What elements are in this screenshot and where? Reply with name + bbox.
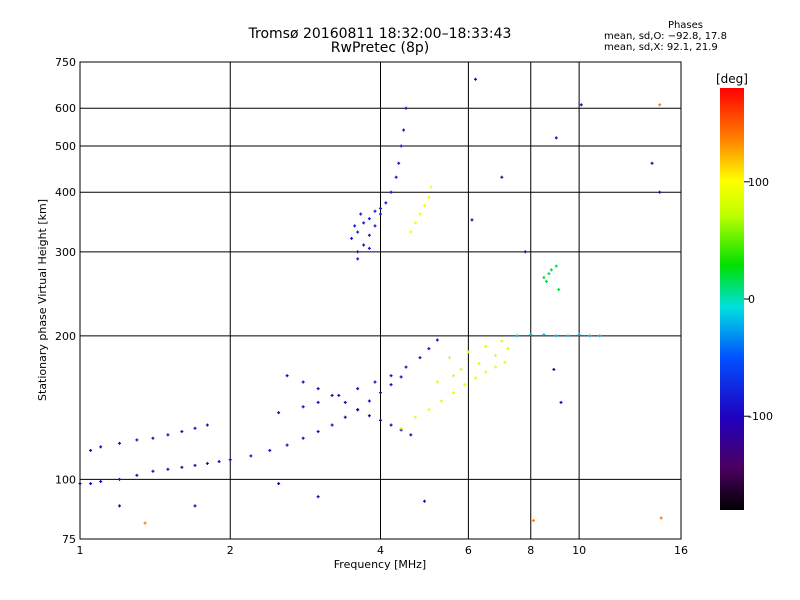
x-tick-label: 8 [527, 544, 534, 557]
colorbar-label: [deg] [716, 72, 748, 86]
colorbar-tick-label: -100 [748, 410, 773, 423]
y-tick-label: 500 [55, 140, 76, 153]
x-tick-label: 16 [674, 544, 688, 557]
y-tick-label: 600 [55, 102, 76, 115]
colorbar-ticks: 100 0 -100 [744, 176, 773, 423]
plot-grid [80, 62, 681, 539]
x-tick-labels: 1 2 4 6 8 10 16 [77, 544, 689, 557]
phase-stats-o: mean, sd,O: −92.8, 17.8 [604, 31, 727, 42]
x-tick-label: 10 [572, 544, 586, 557]
y-tick-label: 75 [62, 533, 76, 546]
x-tick-label: 4 [377, 544, 384, 557]
y-tick-label: 100 [55, 473, 76, 486]
y-tick-label: 750 [55, 56, 76, 69]
data-points [78, 77, 663, 525]
x-tick-label: 2 [227, 544, 234, 557]
chart-title: Tromsø 20160811 18:32:00–18:33:43 [248, 26, 512, 42]
x-tick-label: 6 [465, 544, 472, 557]
plot-frame [79, 61, 682, 540]
y-tick-label: 200 [55, 330, 76, 343]
y-axis-label: Stationary phase Virtual Height [km] [36, 199, 49, 401]
chart-subtitle: RwPretec (8p) [330, 40, 430, 56]
y-tick-label: 400 [55, 186, 76, 199]
colorbar [720, 88, 744, 510]
phase-stats: Phases mean, sd,O: −92.8, 17.8 mean, sd,… [604, 20, 727, 53]
y-tick-labels: 75 100 200 300 400 500 600 750 [55, 56, 76, 546]
phase-stats-title: Phases [667, 20, 704, 31]
colorbar-tick-label: 100 [748, 176, 769, 189]
y-tick-label: 300 [55, 246, 76, 259]
x-axis-label: Frequency [MHz] [334, 558, 426, 571]
x-tick-label: 1 [77, 544, 84, 557]
phase-stats-x: mean, sd,X: 92.1, 21.9 [604, 42, 718, 53]
colorbar-tick-label: 0 [748, 293, 755, 306]
